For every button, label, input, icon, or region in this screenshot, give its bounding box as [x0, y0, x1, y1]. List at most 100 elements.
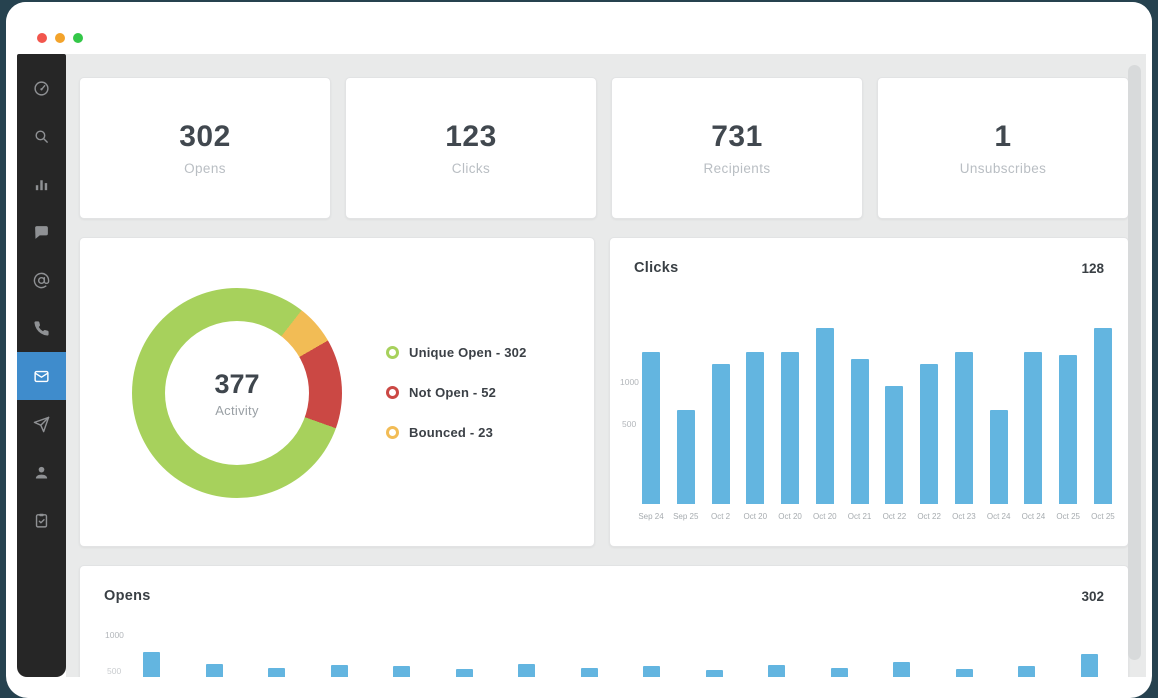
opens-bar — [143, 652, 160, 677]
stat-label: Clicks — [451, 161, 491, 176]
opens-bar — [268, 668, 286, 677]
bar-slot — [705, 648, 723, 677]
opens-bar — [1018, 666, 1036, 677]
chat-icon — [33, 224, 50, 241]
sidebar — [17, 54, 66, 677]
bar-slot — [1018, 648, 1036, 677]
bar-slot — [830, 648, 848, 677]
bar-slot — [143, 648, 160, 677]
stat-value: 731 — [711, 120, 763, 153]
x-axis-label: Oct 20 — [813, 512, 837, 521]
bar-slot: Oct 22 — [883, 328, 906, 521]
x-axis-label: Oct 25 — [1056, 512, 1080, 521]
activity-legend: Unique Open - 302 Not Open - 52 Bounced - … — [386, 238, 527, 546]
sidebar-item-paper-plane[interactable] — [17, 400, 66, 448]
opens-chart-title: Opens — [104, 588, 151, 604]
activity-card: 377 Activity Unique Open - 302 Not Open -… — [79, 237, 595, 547]
opens-plot — [143, 648, 1098, 677]
opens-bar — [955, 669, 973, 677]
opens-chart-header: Opens 302 — [80, 566, 1128, 604]
stat-value: 1 — [994, 120, 1012, 153]
activity-total: 377 — [214, 368, 260, 399]
bar-slot: Sep 24 — [638, 328, 664, 521]
stat-card-clicks: 123 Clicks — [345, 77, 597, 219]
clicks-bar — [1093, 328, 1112, 504]
y-axis-tick-1000: 1000 — [620, 377, 639, 387]
clicks-bar — [850, 359, 869, 504]
close-button[interactable] — [37, 33, 47, 43]
bar-chart-icon — [33, 176, 50, 193]
legend-marker — [386, 345, 399, 359]
sidebar-item-envelope[interactable] — [17, 352, 66, 400]
x-axis-label: Sep 25 — [673, 512, 699, 521]
legend-item: Bounced - 23 — [386, 425, 527, 440]
x-axis-label: Sep 24 — [638, 512, 664, 521]
bar-slot: Oct 2 — [711, 328, 731, 521]
content-area: 302 Opens 123 Clicks 731 Recipients 1 Unsubscri… — [6, 54, 1152, 677]
minimize-button[interactable] — [55, 33, 65, 43]
bar-slot — [893, 648, 911, 677]
opens-bar — [330, 665, 348, 677]
clicks-bar — [1024, 352, 1043, 504]
y-axis-tick-500: 500 — [622, 419, 637, 429]
clicks-bar — [989, 410, 1008, 504]
stat-card-unsubscribes: 1 Unsubscribes — [877, 77, 1129, 219]
stat-value: 123 — [445, 120, 497, 153]
legend-label: Unique Open - 302 — [409, 344, 527, 360]
opens-bar — [893, 662, 911, 677]
opens-bar — [205, 664, 223, 677]
x-axis-label: Oct 21 — [847, 512, 872, 521]
sidebar-item-chat[interactable] — [17, 208, 66, 256]
bar-slot: Oct 24 — [987, 328, 1010, 521]
sidebar-item-search[interactable] — [17, 112, 66, 160]
traffic-lights — [37, 33, 83, 43]
opens-bar — [705, 670, 723, 677]
sidebar-item-phone[interactable] — [17, 304, 66, 352]
bar-slot: Oct 24 — [1022, 328, 1045, 521]
sidebar-item-user[interactable] — [17, 448, 66, 496]
sidebar-item-at-sign[interactable] — [17, 256, 66, 304]
at-sign-icon — [33, 272, 50, 289]
x-axis-label: Oct 2 — [710, 512, 731, 521]
bar-slot — [268, 648, 286, 677]
legend-marker — [386, 385, 399, 399]
clicks-bar — [642, 352, 660, 504]
main-area: 302 Opens 123 Clicks 731 Recipients 1 Unsubscri… — [66, 54, 1146, 677]
activity-donut-chart: 377 Activity — [132, 288, 342, 498]
title-bar — [6, 2, 1152, 54]
legend-marker — [386, 425, 399, 439]
clicks-bar — [954, 352, 973, 504]
clicks-bar — [1059, 355, 1078, 504]
bar-slot — [643, 648, 661, 677]
bar-slot: Oct 20 — [744, 328, 767, 521]
opens-bar — [580, 668, 598, 677]
paper-plane-icon — [33, 416, 50, 433]
x-axis-label: Oct 22 — [917, 512, 941, 521]
sidebar-item-clipboard[interactable] — [17, 496, 66, 544]
zoom-button[interactable] — [73, 33, 83, 43]
bar-slot — [955, 648, 973, 677]
bar-slot — [580, 648, 598, 677]
x-axis-label: Oct 24 — [1021, 512, 1046, 521]
bar-slot: Oct 23 — [952, 328, 976, 521]
search-icon — [33, 128, 50, 145]
donut-center: 377 Activity — [165, 321, 309, 465]
charts-row: 377 Activity Unique Open - 302 Not Open -… — [79, 237, 1129, 547]
x-axis-label: Oct 20 — [778, 512, 802, 521]
sidebar-item-bar-chart[interactable] — [17, 160, 66, 208]
opens-bar — [768, 665, 786, 677]
bar-slot: Oct 21 — [848, 328, 871, 521]
bar-slot — [205, 648, 223, 677]
opens-bar — [1080, 654, 1098, 677]
bar-slot — [455, 648, 473, 677]
stat-label: Unsubscribes — [959, 161, 1047, 176]
clicks-chart-header: Clicks 128 — [610, 238, 1128, 276]
clicks-bar — [676, 410, 695, 504]
stat-card-opens: 302 Opens — [79, 77, 331, 219]
scrollbar-thumb[interactable] — [1128, 65, 1141, 660]
sidebar-item-gauge[interactable] — [17, 64, 66, 112]
x-axis-label: Oct 23 — [952, 512, 976, 521]
opens-bar — [518, 664, 536, 677]
y-axis-tick-1000: 1000 — [105, 630, 124, 640]
opens-chart-total: 302 — [1081, 588, 1104, 604]
